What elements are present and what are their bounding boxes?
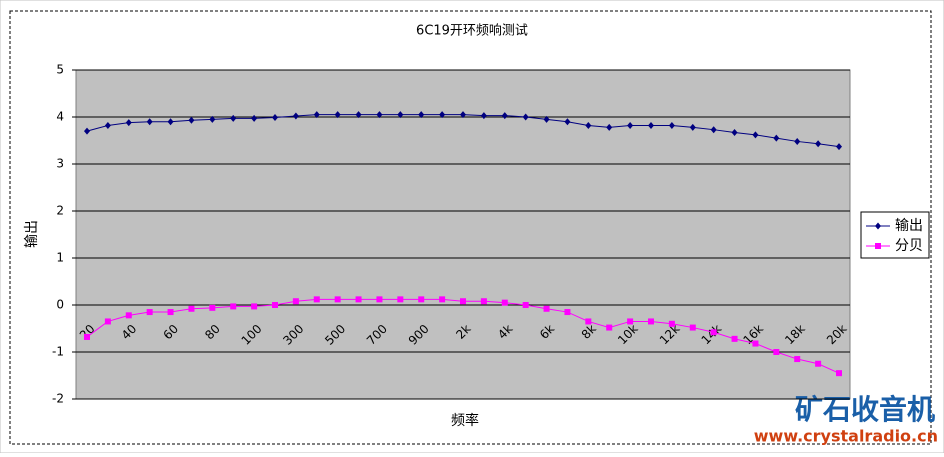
y-tick-label: 2 [56,204,64,218]
marker [815,360,822,367]
marker [480,112,487,120]
marker [146,309,153,316]
marker [522,113,529,121]
marker [752,340,759,347]
y-tick-label: -1 [52,345,64,359]
marker [334,111,341,119]
marker [230,114,237,122]
y-tick-label: 5 [56,63,64,77]
marker [710,329,717,336]
y-tick-label: -2 [52,392,64,406]
marker [84,333,90,340]
x-axis-label: 频率 [451,412,479,429]
marker [501,112,508,120]
marker [836,370,842,377]
marker [606,123,613,131]
marker [648,121,654,129]
marker [313,111,320,119]
marker [272,113,278,121]
marker [689,324,696,331]
marker [376,296,383,303]
marker [585,318,592,325]
marker [564,309,571,316]
marker [397,296,404,303]
marker [418,111,425,119]
marker [501,299,508,306]
marker [146,118,153,126]
legend-label: 分贝 [895,238,923,254]
marker [251,114,258,122]
y-axis-label: 输出 [24,220,40,248]
marker [627,121,634,129]
marker [480,298,487,305]
marker [773,349,780,355]
marker [251,303,258,310]
marker [627,318,634,325]
marker [460,111,466,119]
marker [773,134,780,142]
marker [731,129,738,137]
marker [460,298,466,305]
marker [292,298,299,305]
marker [292,112,299,120]
marker [606,324,613,331]
legend-label: 输出 [895,218,923,234]
marker [794,356,801,363]
y-tick-label: 3 [56,157,64,171]
y-tick-label: 4 [56,110,64,124]
marker [794,137,801,145]
marker [272,302,278,308]
marker [188,116,195,124]
watermark-url: www.crystalradio.cn [754,427,938,446]
marker [104,318,111,325]
marker [543,305,550,312]
marker [125,312,132,319]
marker [397,111,404,119]
marker [836,143,842,151]
marker [522,302,529,308]
y-tick-label: 0 [56,298,64,312]
marker [84,127,90,135]
marker [564,118,571,126]
legend-marker [875,222,881,230]
marker [125,119,132,127]
marker [209,304,216,311]
marker [439,296,446,303]
marker [188,305,195,312]
y-tick-label: 1 [56,251,64,265]
chart-title: 6C19开环频响测试 [416,23,528,39]
marker [167,309,174,316]
marker [689,123,696,131]
marker [355,111,362,119]
legend-marker [875,243,881,249]
marker [334,296,341,303]
marker [167,118,174,126]
marker [648,318,654,325]
marker [104,121,111,129]
marker [668,320,675,327]
marker [752,131,759,139]
marker [376,111,383,119]
marker [439,111,446,119]
marker [585,121,592,129]
marker [815,140,822,148]
marker [543,115,550,123]
watermark-title: 矿石收音机 [795,393,935,426]
marker [313,296,320,303]
marker [230,303,237,310]
marker [209,115,216,123]
marker [418,296,425,303]
marker [355,296,362,303]
marker [668,121,675,129]
marker [710,126,717,134]
legend [860,211,930,259]
marker [731,335,738,342]
